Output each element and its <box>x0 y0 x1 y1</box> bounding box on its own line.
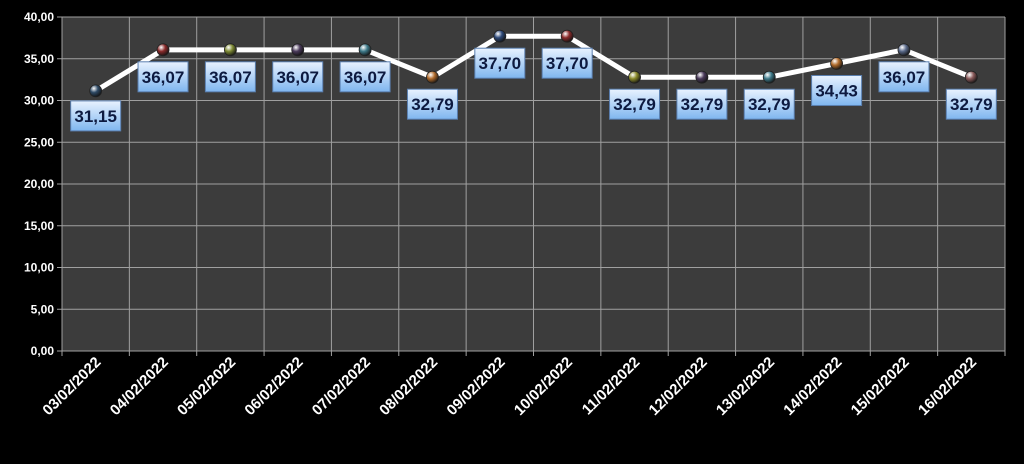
x-tick-label: 11/02/2022 <box>579 354 644 419</box>
data-label: 37,70 <box>546 54 589 73</box>
data-label: 36,07 <box>209 68 252 87</box>
data-label-box <box>272 61 324 93</box>
data-label-box <box>474 47 526 79</box>
y-tick-label: 35,00 <box>24 52 54 66</box>
data-point <box>964 70 978 84</box>
x-tick-label: 15/02/2022 <box>848 354 913 419</box>
y-tick-label: 20,00 <box>24 177 54 191</box>
x-tick-label: 07/02/2022 <box>309 354 374 419</box>
data-label: 34,43 <box>815 82 858 101</box>
x-tick-label: 12/02/2022 <box>646 354 711 419</box>
data-label-box <box>743 88 795 120</box>
data-point <box>560 29 574 43</box>
data-label: 32,79 <box>681 95 724 114</box>
data-label: 32,79 <box>950 95 993 114</box>
data-label: 32,79 <box>613 95 656 114</box>
data-point <box>762 70 776 84</box>
data-point <box>830 57 844 70</box>
data-label-box <box>137 61 189 93</box>
data-point <box>897 43 911 57</box>
y-tick-label: 0,00 <box>31 344 55 358</box>
data-label-box <box>70 100 122 132</box>
data-label: 36,07 <box>344 68 387 87</box>
y-tick-label: 25,00 <box>24 135 54 149</box>
data-label: 37,70 <box>479 54 522 73</box>
y-tick-label: 30,00 <box>24 94 54 108</box>
data-label: 36,07 <box>142 68 185 87</box>
data-point <box>493 29 507 43</box>
y-tick-label: 5,00 <box>31 302 55 316</box>
data-point <box>291 43 305 57</box>
data-label-box <box>811 75 863 107</box>
data-label: 32,79 <box>411 95 454 114</box>
data-label-box <box>339 61 391 93</box>
x-tick-label: 10/02/2022 <box>511 354 576 419</box>
data-label-box <box>204 61 256 93</box>
data-label: 32,79 <box>748 95 791 114</box>
x-tick-label: 05/02/2022 <box>174 354 239 419</box>
data-label-box <box>676 88 728 120</box>
x-tick-label: 04/02/2022 <box>107 354 172 419</box>
data-point <box>156 43 170 57</box>
data-point <box>628 70 641 84</box>
data-point <box>358 43 372 57</box>
x-tick-label: 14/02/2022 <box>780 354 845 419</box>
data-label-box <box>945 88 997 120</box>
data-label: 31,15 <box>74 107 117 126</box>
data-label-box <box>609 88 661 120</box>
series-line <box>93 33 974 94</box>
x-tick-label: 06/02/2022 <box>241 354 306 419</box>
x-tick-label: 16/02/2022 <box>915 354 980 419</box>
data-label-box <box>406 88 458 120</box>
data-point <box>695 70 709 84</box>
x-tick-label: 03/02/2022 <box>39 354 104 419</box>
data-point <box>426 70 439 84</box>
data-label: 36,07 <box>276 68 319 87</box>
x-tick-label: 09/02/2022 <box>444 354 509 419</box>
data-label: 36,07 <box>883 68 926 87</box>
x-tick-label: 13/02/2022 <box>713 354 778 419</box>
data-label-box <box>541 47 593 79</box>
x-tick-label: 08/02/2022 <box>376 354 441 419</box>
data-point <box>223 43 237 57</box>
y-tick-label: 10,00 <box>24 261 54 275</box>
data-label-box <box>878 61 930 93</box>
y-tick-label: 15,00 <box>24 219 54 233</box>
data-point <box>89 84 103 98</box>
y-tick-label: 40,00 <box>24 10 54 24</box>
